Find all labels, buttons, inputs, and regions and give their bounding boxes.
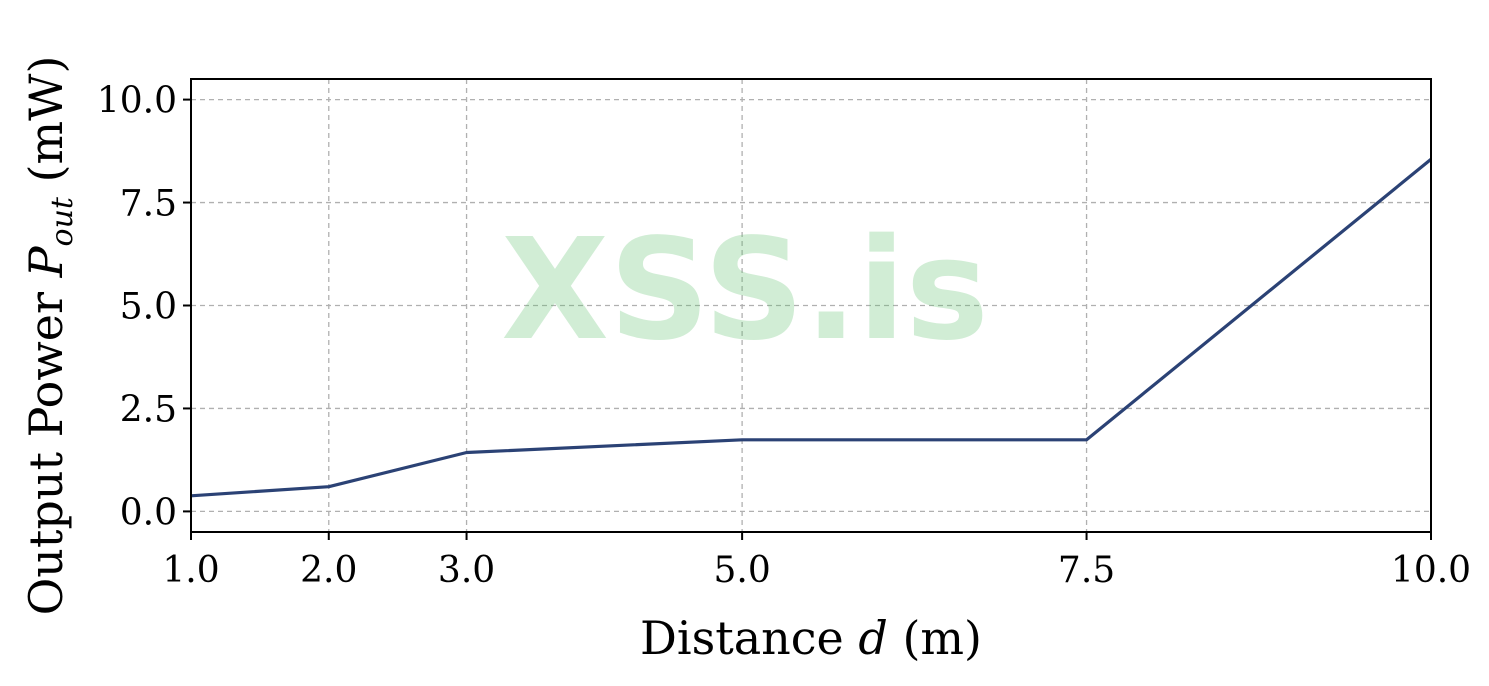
y-tick-label: 0.0 bbox=[120, 492, 177, 533]
y-tick-label: 2.5 bbox=[120, 389, 177, 430]
series-line bbox=[190, 158, 1433, 498]
x-tick-label: 7.5 bbox=[1058, 550, 1115, 591]
y-tick-label: 5.0 bbox=[120, 287, 177, 328]
x-axis-label: Distance d (m) bbox=[640, 611, 982, 665]
series-layer bbox=[190, 158, 1433, 498]
y-tick-label: 7.5 bbox=[120, 184, 177, 225]
x-tick-label: 1.0 bbox=[162, 550, 219, 591]
axis-labels: Distance d (m) Output Power Pout (mW) bbox=[19, 56, 982, 665]
y-axis-label: Output Power Pout (mW) bbox=[19, 56, 80, 616]
x-tick-label: 5.0 bbox=[713, 550, 770, 591]
y-tick-label: 10.0 bbox=[97, 81, 177, 122]
x-tick-label: 10.0 bbox=[1391, 550, 1471, 591]
watermark-text: XSS.is bbox=[501, 209, 989, 372]
x-tick-label: 2.0 bbox=[300, 550, 357, 591]
x-tick-label: 3.0 bbox=[438, 550, 495, 591]
ticks: 1.0 2.0 3.0 5.0 7.5 10.0 0.0 2.5 5.0 7.5 10.0 bbox=[97, 81, 1471, 591]
